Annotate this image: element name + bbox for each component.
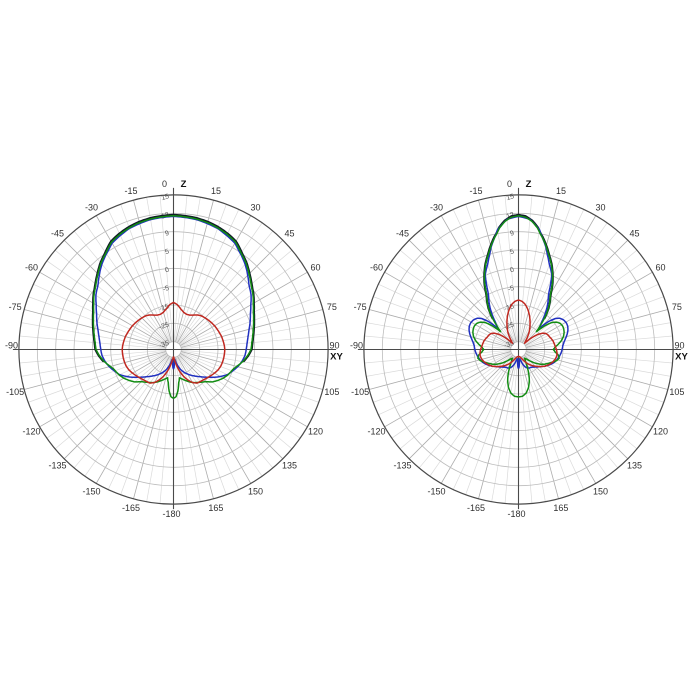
angle-label: -120 bbox=[22, 427, 40, 437]
red-gain-curve bbox=[121, 301, 226, 384]
axis-right-label: XY bbox=[330, 352, 343, 363]
angle-label: -30 bbox=[85, 202, 98, 212]
angle-label: -105 bbox=[6, 387, 24, 397]
angle-label-zero: 0 bbox=[162, 179, 167, 189]
angle-label: 135 bbox=[627, 460, 642, 470]
angle-label: -60 bbox=[25, 263, 38, 273]
angle-label: 60 bbox=[656, 263, 666, 273]
angle-label: 60 bbox=[311, 263, 321, 273]
radial-db-label: 9 bbox=[509, 230, 515, 238]
radial-db-label: -15 bbox=[158, 303, 170, 313]
angle-label: 165 bbox=[208, 503, 223, 513]
angle-label: -90 bbox=[350, 341, 363, 351]
angle-label: -30 bbox=[430, 202, 443, 212]
angle-label: 105 bbox=[324, 387, 339, 397]
angle-label: 45 bbox=[629, 229, 639, 239]
radial-db-label: -25 bbox=[503, 322, 515, 332]
angle-label: -75 bbox=[9, 302, 22, 312]
angle-label: -75 bbox=[354, 302, 367, 312]
angle-label-bottom: -180 bbox=[162, 509, 180, 519]
red-gain-curve bbox=[479, 299, 558, 368]
angle-label: 15 bbox=[211, 186, 221, 196]
angle-label: 45 bbox=[284, 229, 294, 239]
angle-label-bottom: -180 bbox=[507, 509, 525, 519]
radial-db-label: 0 bbox=[164, 267, 170, 275]
angle-label: 135 bbox=[282, 460, 297, 470]
radial-db-label: -25 bbox=[158, 322, 170, 332]
angle-label: -135 bbox=[394, 460, 412, 470]
green-gain-curve bbox=[472, 215, 565, 398]
angle-label: 165 bbox=[553, 503, 568, 513]
axis-top-label: Z bbox=[181, 179, 187, 190]
angle-label: 120 bbox=[308, 427, 323, 437]
vertical-plane-pattern-plot: 153045607590105120135150165-15-30-45-60-… bbox=[5, 179, 344, 519]
angle-label: 75 bbox=[327, 302, 337, 312]
angle-label: -105 bbox=[351, 387, 369, 397]
radial-db-label: 15 bbox=[506, 193, 516, 202]
angle-label: -120 bbox=[367, 427, 385, 437]
axis-right-label: XY bbox=[675, 352, 688, 363]
radial-db-label: 15 bbox=[161, 193, 171, 202]
angle-label: -45 bbox=[51, 229, 64, 239]
radial-db-label: 5 bbox=[509, 248, 515, 256]
angle-label: -15 bbox=[470, 186, 483, 196]
radial-db-label: -35 bbox=[158, 340, 170, 350]
horizontal-plane-pattern-plot: 153045607590105120135150165-15-30-45-60-… bbox=[350, 179, 689, 519]
angle-label: -60 bbox=[370, 263, 383, 273]
angle-label: 150 bbox=[593, 487, 608, 497]
angle-label: 30 bbox=[250, 202, 260, 212]
angle-label: -165 bbox=[467, 503, 485, 513]
angle-label: -135 bbox=[49, 460, 67, 470]
angle-label: 75 bbox=[672, 302, 682, 312]
angle-label: 120 bbox=[653, 427, 668, 437]
angle-label: 30 bbox=[595, 202, 605, 212]
angle-label: -150 bbox=[427, 487, 445, 497]
radial-db-label: 0 bbox=[509, 267, 515, 275]
angle-label: 105 bbox=[669, 387, 684, 397]
radial-db-label: -35 bbox=[503, 340, 515, 350]
angle-label: -90 bbox=[5, 341, 18, 351]
radial-db-label: -5 bbox=[162, 285, 170, 294]
axis-top-label: Z bbox=[526, 179, 532, 190]
radial-db-label: -5 bbox=[507, 285, 515, 294]
green-gain-curve bbox=[92, 215, 255, 399]
radial-db-label: 5 bbox=[164, 248, 170, 256]
angle-label-zero: 0 bbox=[507, 179, 512, 189]
angle-label: 15 bbox=[556, 186, 566, 196]
angle-label: -165 bbox=[122, 503, 140, 513]
angle-label: -45 bbox=[396, 229, 409, 239]
angle-label: 90 bbox=[674, 341, 684, 351]
angle-label: 90 bbox=[329, 341, 339, 351]
angle-label: 150 bbox=[248, 487, 263, 497]
angle-label: -150 bbox=[82, 487, 100, 497]
radial-db-label: 9 bbox=[164, 230, 170, 238]
angle-label: -15 bbox=[125, 186, 138, 196]
